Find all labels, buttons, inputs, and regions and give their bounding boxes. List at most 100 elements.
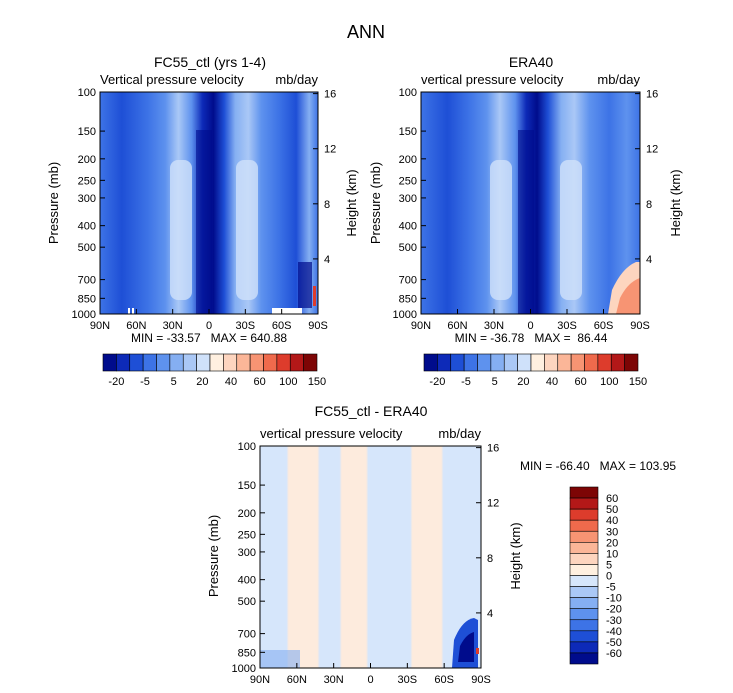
pressure-tick-label: 500 [238,596,256,608]
panel-fc55: FC55_ctl (yrs 1-4) Vertical pressure vel… [46,54,359,388]
latitude-tick-label: 60N [287,674,307,686]
panel-1-positive-streak [313,286,316,306]
colorbar-swatch [569,619,599,632]
pressure-tick-label: 250 [238,529,256,541]
panel-2-subsidence-cell-south [560,160,582,300]
panel-1-height-ticks: 16 12 8 4 [313,89,336,266]
colorbar-swatch [569,630,599,643]
colorbar-swatch [236,353,251,372]
colorbar-swatch [477,353,492,372]
pressure-tick-label: 700 [399,275,417,287]
panel-1-missing-strip [272,308,302,314]
colorbar-label: 5 [606,559,612,571]
colorbar-swatch [610,353,625,372]
latitude-tick-label: 90S [630,320,650,332]
pressure-tick-label: 200 [399,154,417,166]
pressure-tick-label: 400 [78,221,96,233]
colorbar-swatch [597,353,612,372]
pressure-tick-label: 400 [238,575,256,587]
pressure-tick-label: 1000 [72,309,96,321]
pressure-tick-label: 500 [78,242,96,254]
pressure-tick-label: 150 [78,126,96,138]
panel-2-subsidence-cell-north [490,160,512,300]
panel-2-pressure-ticks: 100 150 200 250 300 400 500 700 850 1000 [393,87,426,321]
colorbar-label: 30 [606,526,618,538]
panel-3-positive-speck [476,648,479,654]
panel-1-y2label: Height (km) [344,169,359,236]
panel-3-polar-negative-inner [458,632,474,662]
colorbar-swatch [569,608,599,621]
colorbar-label: 100 [600,376,618,388]
colorbar-swatch [503,353,518,372]
figure-title: ANN [347,22,385,42]
latitude-tick-label: 60S [434,674,454,686]
colorbar-swatch [289,353,304,372]
panel-1-subtitle-right: mb/day [275,72,318,87]
colorbar-label: 150 [308,376,326,388]
colorbar-label: 60 [575,376,587,388]
pressure-tick-label: 400 [399,221,417,233]
latitude-tick-label: 90N [90,320,110,332]
panel-3-latitude-ticks: 90N 60N 30N 0 30S 60S 90S [250,663,491,686]
panel-2-subtitle-right: mb/day [597,72,640,87]
colorbar-swatch [303,353,318,372]
panel-era40: ERA40 vertical pressure velocity mb/day … [368,54,683,388]
pressure-tick-label: 100 [399,87,417,99]
pressure-tick-label: 300 [78,193,96,205]
panel-1-polar-dark-patch [298,262,312,308]
colorbar-swatch [102,353,117,372]
colorbar-swatch [263,353,278,372]
latitude-tick-label: 0 [206,320,212,332]
colorbar-label: 60 [606,493,618,505]
colorbar-swatch [116,353,131,372]
panel-1-colorbar: -20 -5 5 20 40 60 100 150 [102,353,326,388]
panel-difference: FC55_ctl - ERA40 vertical pressure veloc… [206,403,676,686]
panel-1-updraft-band [196,130,212,314]
pressure-tick-label: 250 [78,175,96,187]
pressure-tick-label: 250 [399,175,417,187]
height-tick-label: 12 [487,498,499,510]
colorbar-swatch [624,353,639,372]
colorbar-label: 5 [171,376,177,388]
colorbar-swatch [156,353,171,372]
height-tick-label: 4 [646,254,652,266]
colorbar-label: -30 [606,615,622,627]
panel-2-latitude-ticks: 90N 60N 30N 0 30S 60S 90S [411,309,650,332]
latitude-tick-label: 30N [324,674,344,686]
panel-1-missing-tick-b [132,308,134,314]
colorbar-label: 40 [546,376,558,388]
colorbar-swatch [584,353,599,372]
colorbar-swatch [169,353,184,372]
colorbar-swatch [517,353,532,372]
latitude-tick-label: 0 [367,674,373,686]
pressure-tick-label: 500 [399,242,417,254]
colorbar-swatch [450,353,465,372]
colorbar-swatch [423,353,438,372]
pressure-tick-label: 150 [238,480,256,492]
latitude-tick-label: 60N [447,320,467,332]
colorbar-label: -20 [429,376,445,388]
colorbar-swatch [569,497,599,510]
panel-3-field [260,446,481,668]
colorbar-swatch [569,586,599,598]
panel-2-ylabel: Pressure (mb) [368,162,383,244]
colorbar-label: 0 [606,571,612,583]
colorbar-label: -5 [140,376,150,388]
pressure-tick-label: 850 [238,647,256,659]
panel-3-y2label: Height (km) [508,522,523,589]
pressure-tick-label: 150 [399,126,417,138]
colorbar-swatch [196,353,211,372]
pressure-tick-label: 100 [238,441,256,453]
colorbar-swatch [569,519,599,532]
panel-1-pressure-ticks: 100 150 200 250 300 400 500 700 850 1000 [72,87,105,321]
colorbar-swatch [463,353,478,372]
panel-3-pressure-ticks: 100 150 200 250 300 400 500 700 850 1000 [232,441,265,675]
height-tick-label: 8 [324,199,330,211]
colorbar-label: 50 [606,504,618,516]
colorbar-swatch [569,508,599,521]
panel-3-subtitle-right: mb/day [438,426,481,441]
pressure-tick-label: 1000 [393,309,417,321]
colorbar-label: -20 [606,604,622,616]
panel-2-updraft-band [518,130,534,314]
panel-1-subsidence-cell-south [236,160,258,300]
